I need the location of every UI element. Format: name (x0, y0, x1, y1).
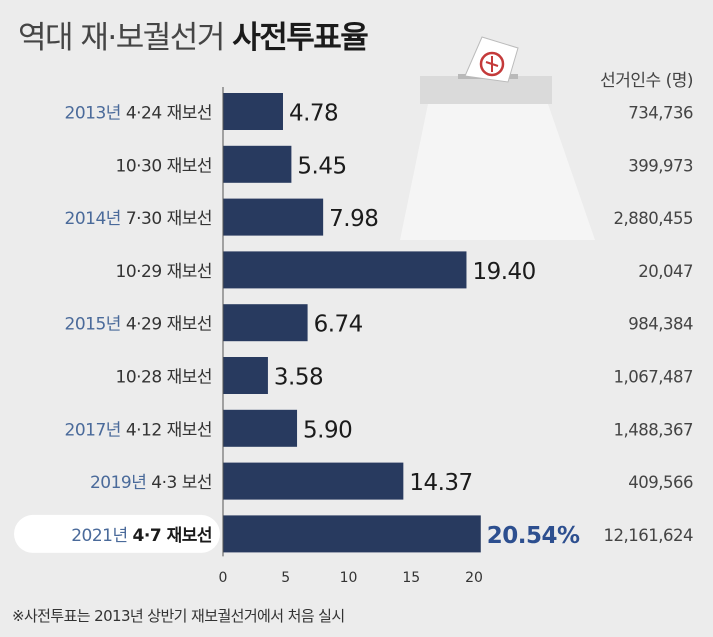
bar (223, 304, 308, 342)
value-label: 4.78 (289, 101, 338, 127)
bar (223, 357, 268, 394)
voter-count: 1,067,487 (614, 368, 693, 387)
year-label: 2017년 (65, 420, 126, 440)
voter-count: 12,161,624 (604, 526, 693, 545)
election-label: 4·12 재보선 (126, 420, 212, 440)
voter-count: 409,566 (628, 473, 693, 492)
voter-count: 1,488,367 (614, 420, 693, 439)
bar (223, 409, 298, 447)
footnote: ※사전투표는 2013년 상반기 재보궐선거에서 처음 실시 (12, 607, 345, 625)
value-label: 5.90 (303, 417, 352, 443)
year-label: 2014년 (65, 209, 126, 229)
category-label: 2019년 4·3 보선 (90, 473, 212, 493)
voter-count: 984,384 (628, 315, 693, 334)
category-label: 2014년 7·30 재보선 (65, 209, 213, 229)
year-label: 2015년 (65, 315, 126, 335)
bar (223, 462, 404, 500)
voter-count: 2,880,455 (614, 209, 693, 228)
election-label: 4·24 재보선 (126, 104, 212, 124)
x-tick-label: 20 (465, 570, 483, 586)
value-label: 6.74 (314, 312, 363, 338)
voter-count-header: 선거인수 (명) (600, 71, 693, 91)
election-label: 10·28 재보선 (116, 368, 213, 388)
category-label: 2021년 4·7 재보선 (71, 526, 212, 546)
ballot-paper-icon (464, 36, 519, 83)
category-label: 2015년 4·29 재보선 (65, 315, 213, 335)
x-tick-label: 5 (281, 570, 290, 586)
year-label: 2019년 (90, 473, 151, 493)
election-label: 10·30 재보선 (116, 156, 213, 176)
x-tick-label: 0 (219, 570, 228, 586)
ballot-box-top (420, 76, 552, 104)
bar (223, 251, 467, 289)
election-label: 4·7 재보선 (133, 526, 212, 546)
election-label: 10·29 재보선 (116, 262, 213, 282)
title-part1: 역대 재·보궐선거 (18, 20, 225, 56)
chart-title: 역대 재·보궐선거 사전투표율 (18, 12, 369, 57)
value-label: 14.37 (409, 470, 472, 496)
title-part2: 사전투표율 (232, 20, 369, 56)
value-label: 3.58 (274, 365, 323, 391)
election-label: 7·30 재보선 (126, 209, 212, 229)
bar (223, 198, 324, 236)
election-label: 4·29 재보선 (126, 315, 212, 335)
bar (223, 515, 481, 553)
category-label: 10·29 재보선 (116, 262, 213, 282)
category-label: 10·28 재보선 (116, 368, 213, 388)
category-label: 2013년 4·24 재보선 (65, 104, 213, 124)
highlight-pill (14, 514, 220, 553)
value-label: 5.45 (297, 153, 346, 179)
x-tick-label: 10 (340, 570, 358, 586)
value-label: 7.98 (329, 206, 378, 232)
x-tick-label: 15 (402, 570, 420, 586)
value-label: 20.54% (487, 523, 580, 549)
year-label: 2021년 (71, 526, 132, 546)
category-label: 2017년 4·12 재보선 (65, 420, 213, 440)
ballot-box-shadow (400, 104, 595, 240)
bar (223, 145, 292, 183)
voter-count: 734,736 (628, 104, 693, 123)
year-label: 2013년 (65, 104, 126, 124)
category-label: 10·30 재보선 (116, 156, 213, 176)
voter-count: 399,973 (628, 156, 693, 175)
bar (223, 93, 283, 130)
value-label: 19.40 (472, 259, 535, 285)
ballot-box-illustration (400, 36, 595, 240)
voter-count: 20,047 (638, 262, 693, 281)
election-label: 4·3 보선 (151, 473, 212, 493)
